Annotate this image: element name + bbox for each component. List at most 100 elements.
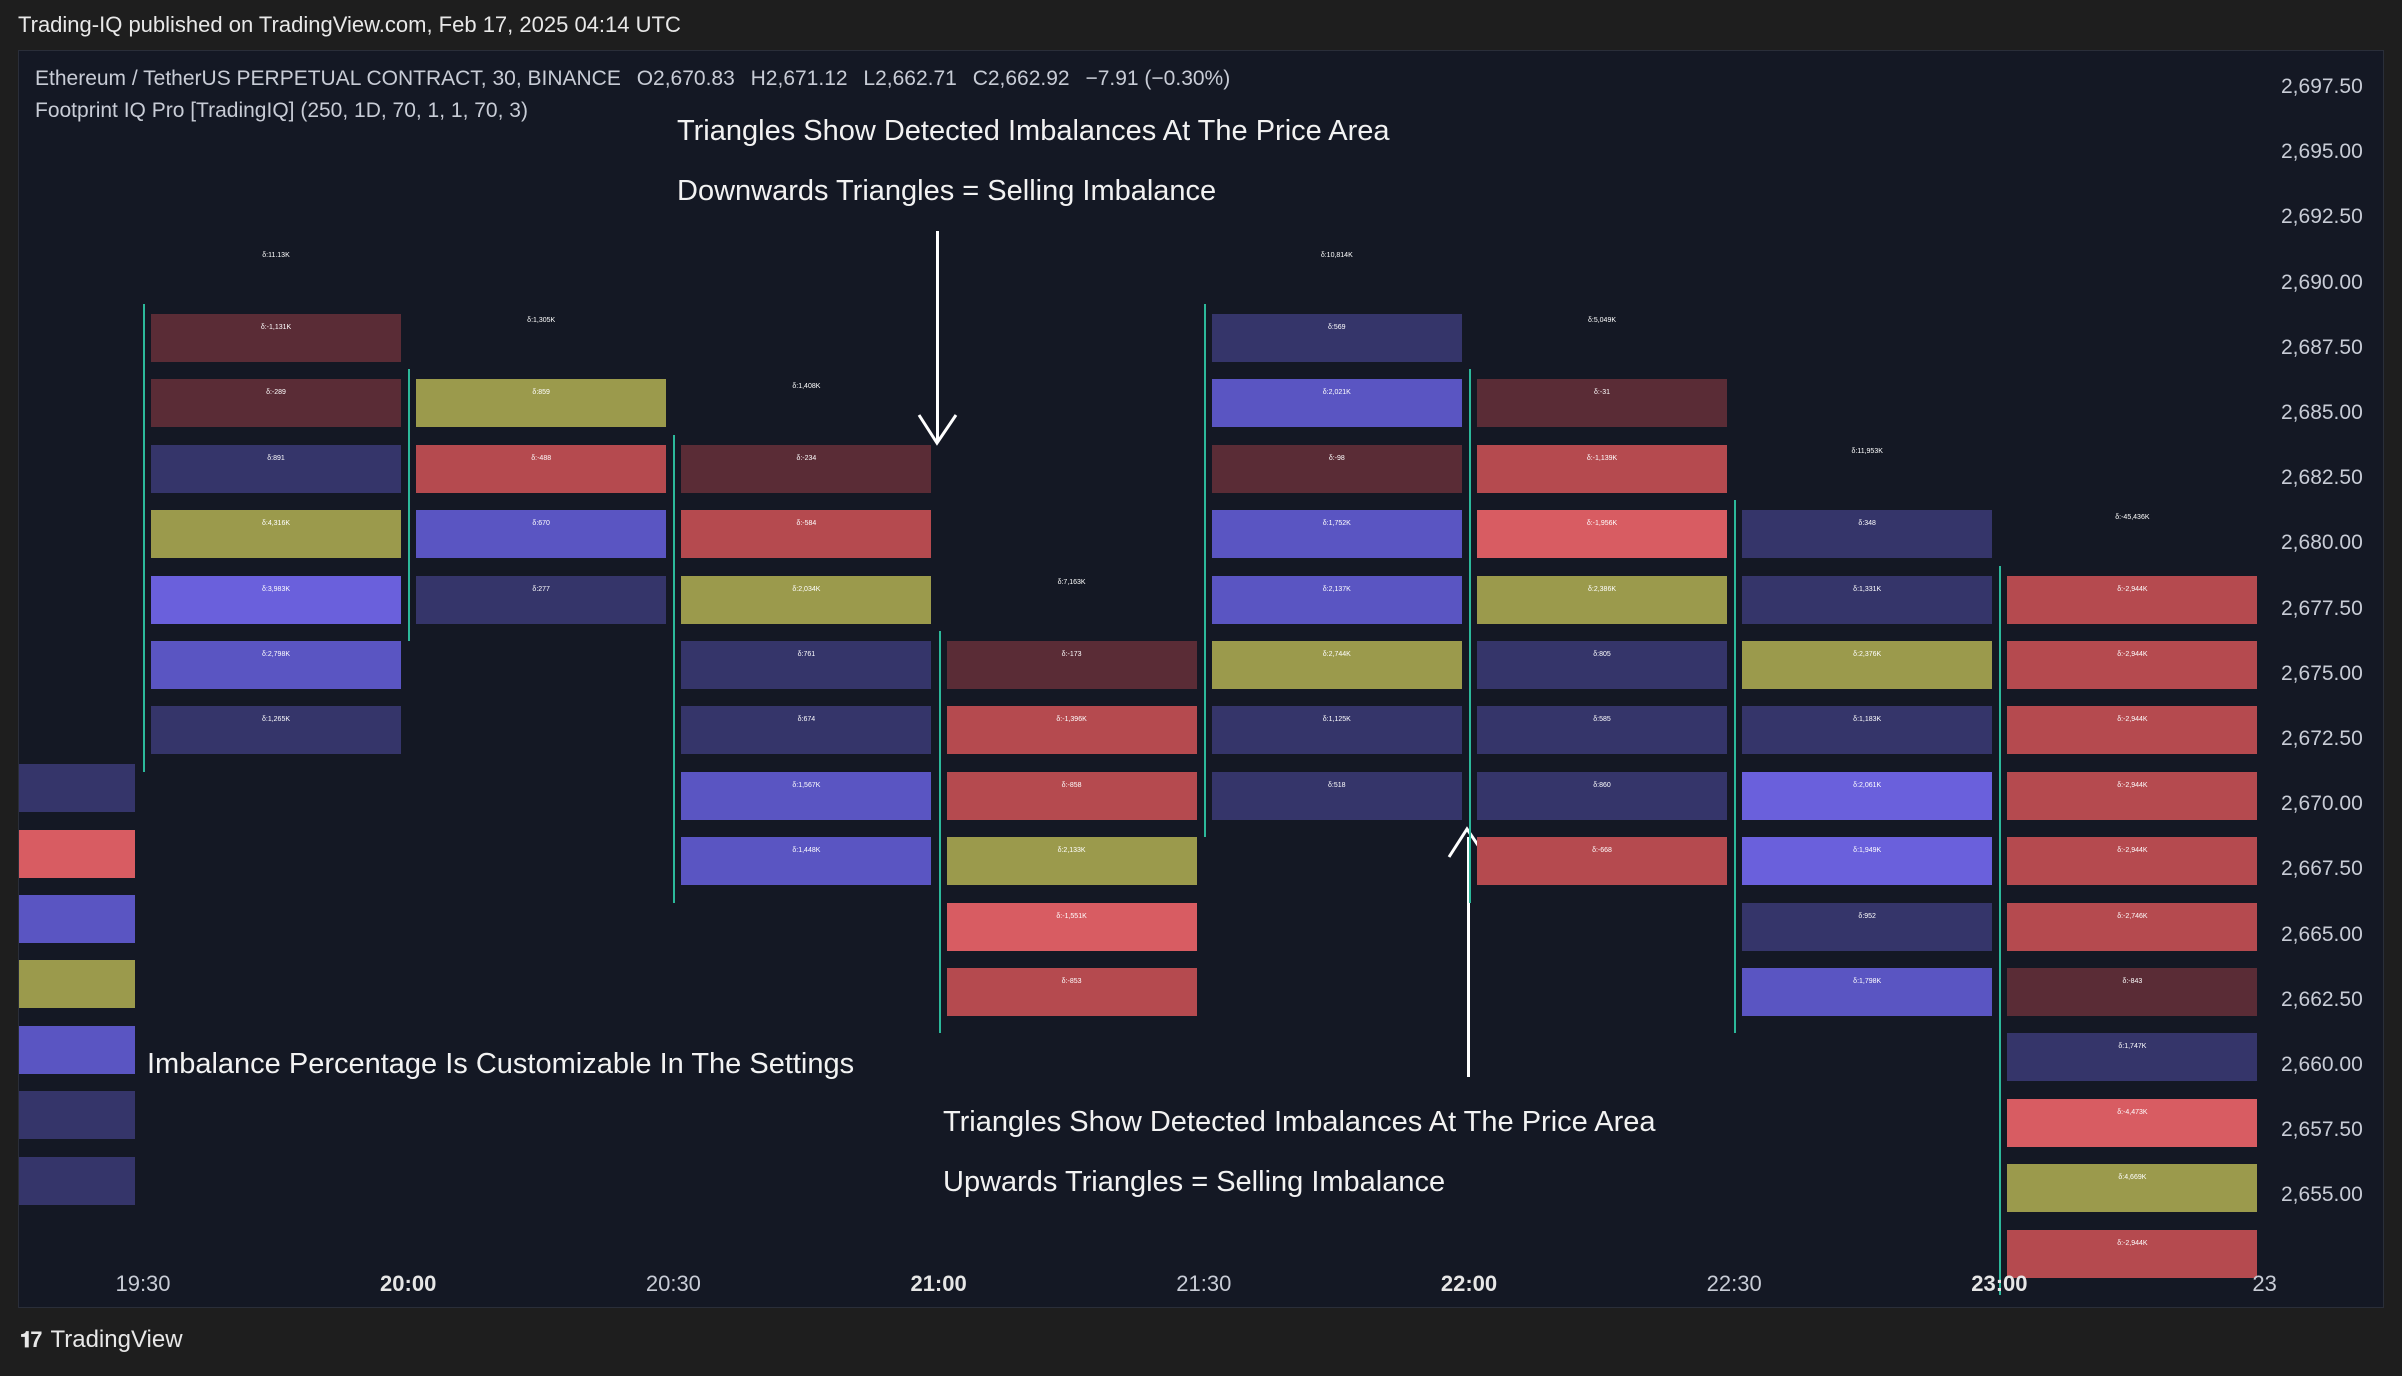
footprint-bar-stat: δ:2,133K xyxy=(1057,847,1086,855)
footprint-bar-stat: δ:2,034K xyxy=(792,585,821,593)
symbol-legend[interactable]: Ethereum / TetherUS PERPETUAL CONTRACT, … xyxy=(35,67,1230,91)
footprint-bar: δ:2,137K xyxy=(1211,575,1462,624)
footprint-bar: δ:1,798K xyxy=(1742,968,1993,1016)
annotation-top-title: Triangles Show Detected Imbalances At Th… xyxy=(677,115,1390,147)
footprint-bar-stat: δ:1,125K xyxy=(1322,716,1351,724)
time-tick-label: 22:00 xyxy=(1440,1271,1498,1296)
footprint-bar-stat: δ:277 xyxy=(532,585,550,593)
time-tick-label: 23 xyxy=(2252,1271,2277,1296)
footprint-bar xyxy=(19,1156,135,1205)
footprint-bar: δ:-2,944K xyxy=(2007,837,2258,886)
footprint-bar-stat: δ:4,669K xyxy=(2118,1174,2147,1182)
footprint-bar-stat: δ:-488 xyxy=(531,454,552,462)
footprint-bar-stat: δ:1,265K xyxy=(261,716,291,724)
time-tick-label: 23:00 xyxy=(1971,1271,2028,1296)
footprint-bar-stat: δ:-853 xyxy=(1061,978,1082,985)
footprint-bar: δ:2,798K xyxy=(151,641,401,689)
up-arrow-icon xyxy=(1467,837,1470,1077)
brand-name: TradingView xyxy=(50,1326,183,1353)
footprint-bar-stat: δ:-2,944K xyxy=(2117,651,2148,658)
footprint-bar-stat: δ:952 xyxy=(1858,912,1876,920)
price-tick-label: 2,670.00 xyxy=(2281,792,2363,816)
footprint-bar-stat: δ:1,331K xyxy=(1853,585,1882,593)
footprint-bar: δ:761 xyxy=(681,641,932,689)
footprint-bar-stat: δ:348 xyxy=(1858,520,1876,528)
annotation-top-subtitle: Downwards Triangles = Selling Imbalance xyxy=(677,175,1217,207)
time-tick-label: 21:30 xyxy=(1176,1271,1232,1296)
footprint-bar-stat: δ:-668 xyxy=(1592,847,1612,855)
price-tick-label: 2,675.00 xyxy=(2281,661,2363,685)
footprint-bar: δ:277 xyxy=(416,575,667,624)
time-tick-label: 19:30 xyxy=(115,1271,171,1296)
footprint-bar: δ:805 xyxy=(1477,641,1727,689)
price-tick-label: 2,667.50 xyxy=(2281,857,2363,881)
footprint-bar: δ:2,021K xyxy=(1211,379,1462,428)
annotation-left-note: Imbalance Percentage Is Customizable In … xyxy=(147,1048,855,1080)
footprint-bar xyxy=(19,1025,135,1074)
footprint-bar: δ:-2,944K xyxy=(2007,771,2258,820)
column-marker-line xyxy=(938,631,941,1034)
price-tick-label: 2,687.50 xyxy=(2281,335,2363,359)
footprint-bar: δ:4,316K xyxy=(151,510,401,559)
chart-pane[interactable]: Ethereum / TetherUS PERPETUAL CONTRACT, … xyxy=(18,50,2384,1308)
brand-footer[interactable]: 𝟏7 TradingView xyxy=(20,1326,183,1354)
footprint-bar: δ:348 xyxy=(1742,510,1993,559)
ohlc-close: C2,662.92 xyxy=(972,67,1070,90)
column-marker-line xyxy=(1469,369,1471,903)
indicator-legend[interactable]: Footprint IQ Pro [TradingIQ] (250, 1D, 7… xyxy=(35,99,528,122)
ohlc-low: L2,662.71 xyxy=(863,67,957,90)
price-tick-label: 2,685.00 xyxy=(2281,401,2363,424)
footprint-bar: δ:2,133K xyxy=(946,837,1197,886)
footprint-bar-stat: δ:761 xyxy=(797,651,816,658)
footprint-bar-stat: δ:2,744K xyxy=(1322,651,1351,658)
footprint-bar-stat: δ:-1,956K xyxy=(1586,520,1618,528)
footprint-bar: δ:-1,551K xyxy=(946,902,1197,951)
footprint-bar: δ:-843 xyxy=(2007,968,2258,1016)
footprint-bar: δ:2,034K xyxy=(681,575,932,624)
footprint-bar: δ:1,183K xyxy=(1742,706,1993,755)
published-header: Trading-IQ published on TradingView.com,… xyxy=(18,12,681,37)
footprint-bar-stat: δ:-858 xyxy=(1061,781,1082,789)
footprint-bar: δ:674 xyxy=(681,706,932,755)
price-tick-label: 2,697.50 xyxy=(2281,75,2363,98)
footprint-bar-stat: δ:2,137K xyxy=(1322,585,1351,593)
ohlc-change: −7.91 (−0.30%) xyxy=(1085,67,1231,90)
footprint-bar: δ:-1,956K xyxy=(1477,510,1727,559)
footprint-bar-stat: δ:-1,139K xyxy=(1586,454,1618,462)
footprint-bar-stat: δ:674 xyxy=(797,716,816,724)
footprint-bar: δ:2,061K xyxy=(1742,771,1993,820)
footprint-bar: δ:2,376K xyxy=(1742,641,1993,689)
footprint-bar: δ:860 xyxy=(1477,771,1727,820)
footprint-bar-stat: δ:2,061K xyxy=(1853,781,1882,789)
footprint-bar: δ:1,949K xyxy=(1742,837,1993,886)
footprint-bar: δ:2,744K xyxy=(1211,641,1462,689)
column-marker-line xyxy=(1203,304,1206,838)
footprint-bar: δ:-488 xyxy=(416,444,667,493)
price-tick-label: 2,660.00 xyxy=(2281,1053,2363,1076)
price-tick-label: 2,657.50 xyxy=(2281,1118,2363,1142)
footprint-bar-stat: δ:-2,944K xyxy=(2117,847,2148,855)
column-marker-line xyxy=(1734,500,1737,1034)
column-marker-line xyxy=(673,434,676,903)
footprint-bar: δ:-289 xyxy=(151,379,401,428)
column-marker-line xyxy=(143,304,145,772)
footprint-bar-stat: δ:-2,746K xyxy=(2117,912,2148,920)
footprint-bar-stat: δ:1,752K xyxy=(1322,520,1351,528)
price-tick-label: 2,690.00 xyxy=(2281,270,2363,294)
footprint-bar: δ:-4,473K xyxy=(2007,1098,2258,1147)
footprint-bar-stat: δ:891 xyxy=(267,454,285,462)
footprint-bar: δ:-1,131K xyxy=(151,314,401,362)
column-summary: δ:11,953K xyxy=(1851,448,1883,456)
footprint-bar: δ:-858 xyxy=(946,771,1197,820)
footprint-bar-stat: δ:670 xyxy=(532,520,550,528)
footprint-bar: δ:-1,139K xyxy=(1477,444,1727,493)
footprint-bar-stat: δ:-1,131K xyxy=(260,324,292,331)
price-tick-label: 2,682.50 xyxy=(2281,466,2363,490)
footprint-bar: δ:3,983K xyxy=(151,575,401,624)
footprint-bar-stat: δ:860 xyxy=(1593,781,1611,789)
column-summary: δ:10,814K xyxy=(1320,252,1353,259)
footprint-bar-stat: δ:2,798K xyxy=(261,651,291,658)
price-tick-label: 2,672.50 xyxy=(2281,727,2363,750)
footprint-bar xyxy=(19,960,135,1009)
price-tick-label: 2,665.00 xyxy=(2281,922,2363,946)
